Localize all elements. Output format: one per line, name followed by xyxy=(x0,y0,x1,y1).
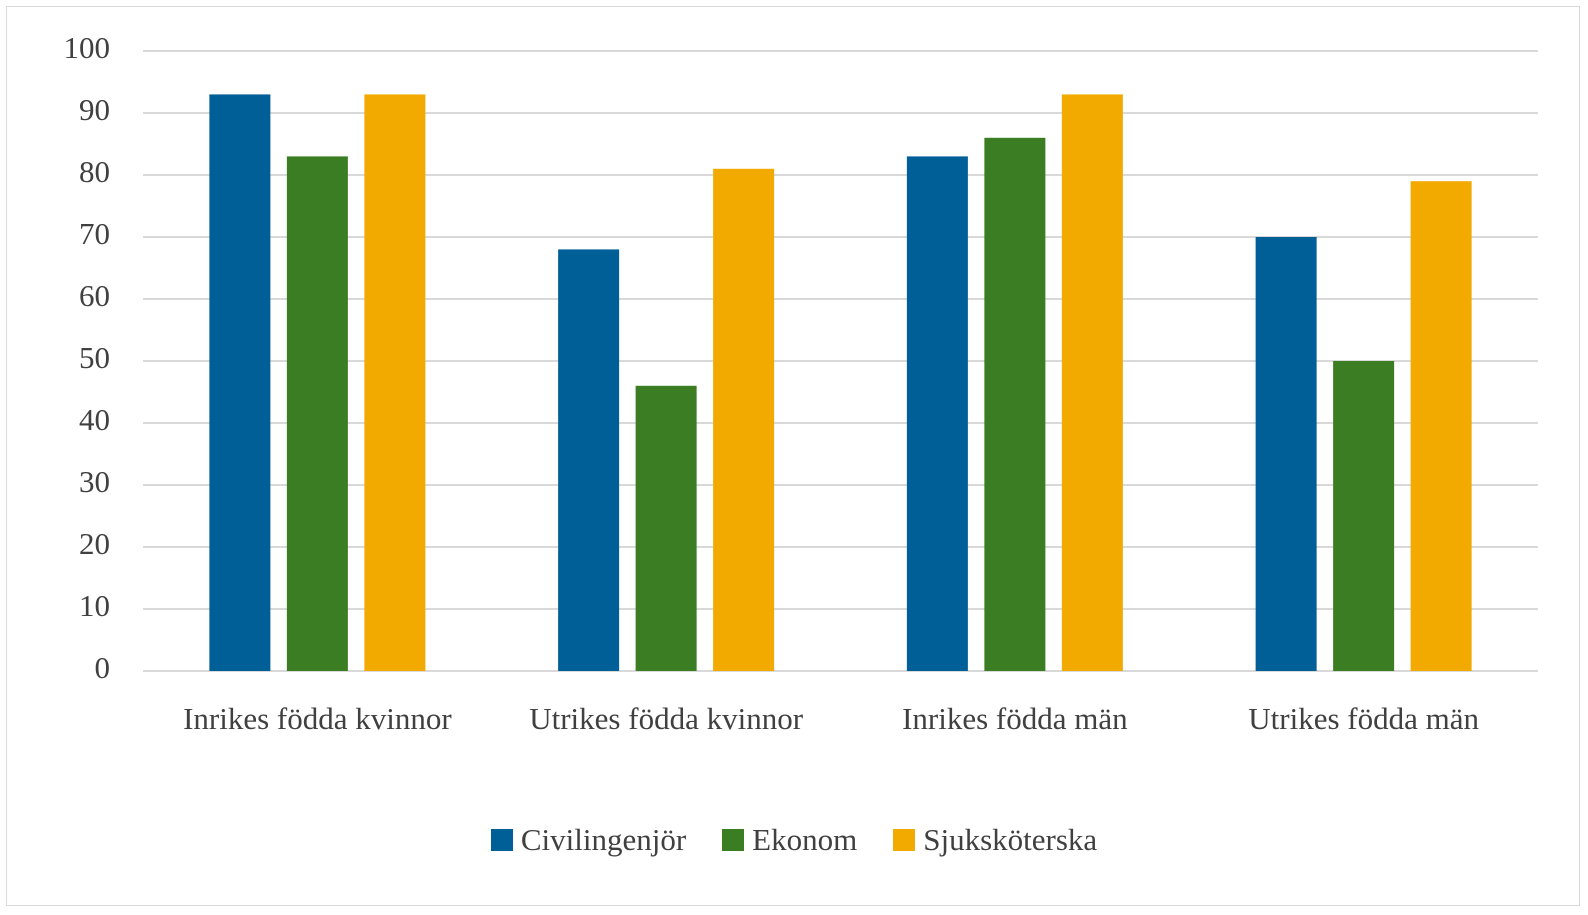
bar xyxy=(1410,181,1472,671)
y-tick-label: 10 xyxy=(79,588,110,623)
bar xyxy=(364,94,426,671)
y-tick-label: 80 xyxy=(79,154,110,189)
bar xyxy=(906,156,968,671)
chart-frame xyxy=(6,6,1580,906)
legend-swatch xyxy=(722,829,745,851)
y-tick-label: 0 xyxy=(95,650,111,685)
bar xyxy=(1333,361,1395,671)
legend-swatch xyxy=(893,829,916,851)
y-tick-label: 100 xyxy=(64,30,111,65)
legend-label: Ekonom xyxy=(752,822,858,857)
y-tick-label: 60 xyxy=(79,278,110,313)
legend-item: Ekonom xyxy=(722,822,857,858)
x-tick-label: Utrikes födda kvinnor xyxy=(529,701,804,736)
legend-label: Civilingenjör xyxy=(520,822,687,857)
bar xyxy=(558,249,620,671)
bar xyxy=(1061,94,1123,671)
bar xyxy=(984,137,1046,672)
legend-item: Civilingenjör xyxy=(490,822,687,858)
x-tick-label: Inrikes födda män xyxy=(902,701,1128,736)
bar xyxy=(1255,237,1317,671)
x-tick-label: Inrikes födda kvinnor xyxy=(183,701,452,736)
y-tick-label: 30 xyxy=(79,464,110,499)
bar xyxy=(713,168,775,672)
y-tick-label: 40 xyxy=(79,402,110,437)
y-tick-label: 50 xyxy=(79,340,110,375)
legend-label: Sjuksköterska xyxy=(923,822,1098,857)
bar xyxy=(286,156,348,671)
bar xyxy=(209,94,271,671)
y-tick-label: 20 xyxy=(79,526,110,561)
legend-item: Sjuksköterska xyxy=(893,822,1097,858)
y-tick-label: 90 xyxy=(79,92,110,127)
legend: Civilingenjör Ekonom Sjuksköterska xyxy=(0,822,1588,858)
y-tick-label: 70 xyxy=(79,216,110,251)
legend-swatch xyxy=(490,829,513,851)
bar xyxy=(635,385,697,671)
x-tick-label: Utrikes födda män xyxy=(1248,701,1479,736)
